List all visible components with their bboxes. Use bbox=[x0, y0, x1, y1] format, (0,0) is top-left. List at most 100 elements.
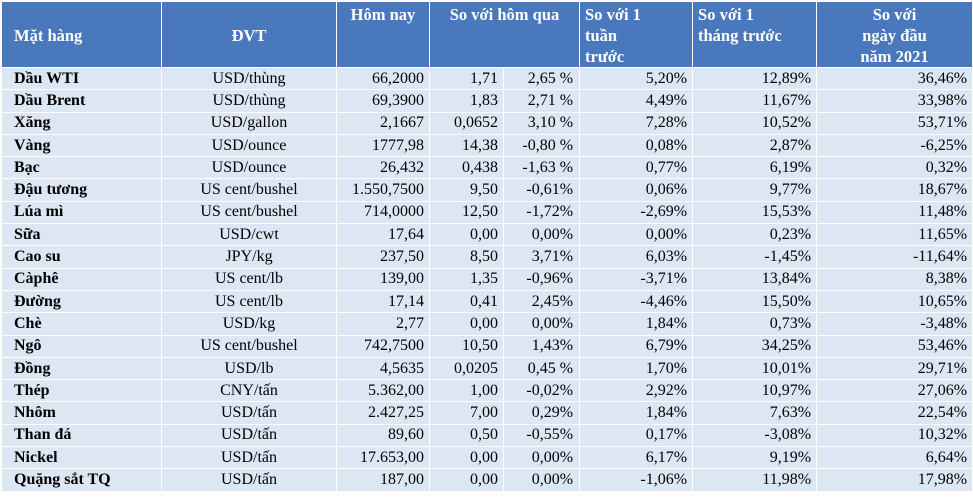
change-vs-yesterday: 14,38 bbox=[429, 133, 504, 158]
change-vs-month: 0,73% bbox=[692, 312, 818, 336]
change-vs-month: 6,19% bbox=[692, 156, 818, 180]
change-vs-month: 7,63% bbox=[692, 401, 818, 425]
change-vs-week: -2,69% bbox=[579, 200, 694, 225]
unit-cell: USD/lb bbox=[161, 356, 337, 381]
change-vs-week: 2,92% bbox=[579, 379, 694, 403]
today-price: 742,7500 bbox=[336, 334, 430, 358]
commodity-name: Quặng sắt TQ bbox=[1, 468, 162, 492]
change-vs-year-start: 6,64% bbox=[816, 446, 973, 470]
change-pct-vs-yesterday: -1,72% bbox=[502, 200, 581, 225]
today-price: 2.427,25 bbox=[336, 401, 430, 425]
change-vs-year-start: 8,38% bbox=[816, 267, 973, 291]
change-vs-week: 1,70% bbox=[579, 356, 694, 381]
change-vs-yesterday: 7,00 bbox=[429, 401, 504, 425]
commodity-name: Càphê bbox=[1, 267, 162, 291]
change-vs-week: 0,00% bbox=[579, 223, 694, 247]
change-vs-year-start: -3,48% bbox=[816, 312, 973, 336]
change-vs-month: 13,84% bbox=[692, 267, 818, 291]
change-pct-vs-yesterday: 2,71 % bbox=[502, 89, 581, 113]
change-vs-year-start: 18,67% bbox=[816, 178, 973, 202]
change-vs-yesterday: 0,00 bbox=[429, 468, 504, 492]
change-vs-year-start: -6,25% bbox=[816, 133, 973, 158]
header-vs-month: So với 1 tháng trước bbox=[692, 1, 818, 68]
commodity-name: Sữa bbox=[1, 223, 162, 247]
today-price: 2,77 bbox=[336, 312, 430, 336]
commodity-name: Dầu Brent bbox=[1, 89, 162, 113]
today-price: 237,50 bbox=[336, 245, 430, 269]
header-vs-month-line2: tháng trước bbox=[698, 26, 782, 45]
header-vs-week: So với 1 tuần trước bbox=[579, 1, 694, 68]
change-vs-yesterday: 0,00 bbox=[429, 223, 504, 247]
table-row: Thép CNY/tấn 5.362,00 1,00 -0,02% 2,92% 10,97%… bbox=[1, 379, 973, 403]
unit-cell: US cent/lb bbox=[161, 267, 337, 291]
change-vs-yesterday: 1,00 bbox=[429, 379, 504, 403]
change-vs-week: -3,71% bbox=[579, 267, 694, 291]
change-vs-month: -3,08% bbox=[692, 423, 818, 448]
change-vs-week: -4,46% bbox=[579, 289, 694, 314]
unit-cell: USD/thùng bbox=[161, 89, 337, 113]
header-vs-yesterday: So với hôm qua bbox=[428, 1, 581, 68]
change-vs-year-start: 10,32% bbox=[816, 423, 973, 448]
change-pct-vs-yesterday: 3,10 % bbox=[502, 111, 581, 135]
unit-cell: USD/cwt bbox=[161, 223, 337, 247]
change-pct-vs-yesterday: 0,00% bbox=[502, 446, 581, 470]
today-price: 17.653,00 bbox=[336, 446, 430, 470]
change-pct-vs-yesterday: 0,45 % bbox=[502, 356, 581, 381]
header-vs-year-line1: So với bbox=[872, 5, 917, 24]
change-vs-month: 10,52% bbox=[692, 111, 818, 135]
today-price: 69,3900 bbox=[336, 89, 430, 113]
commodity-name: Đường bbox=[1, 289, 162, 314]
table-row: Đậu tương US cent/bushel 1.550,7500 9,50 -0,… bbox=[1, 178, 973, 202]
change-vs-week: 1,84% bbox=[579, 312, 694, 336]
commodity-name: Xăng bbox=[1, 111, 162, 135]
change-vs-week: 6,03% bbox=[579, 245, 694, 269]
change-vs-month: 9,19% bbox=[692, 446, 818, 470]
change-pct-vs-yesterday: 2,45% bbox=[502, 289, 581, 314]
today-price: 89,60 bbox=[336, 423, 430, 448]
table-row: Nhôm USD/tấn 2.427,25 7,00 0,29% 1,84% 7,63% 22… bbox=[1, 401, 973, 425]
change-vs-month: 0,23% bbox=[692, 223, 818, 247]
today-price: 187,00 bbox=[336, 468, 430, 492]
change-vs-month: 10,01% bbox=[692, 356, 818, 381]
change-vs-month: 15,50% bbox=[692, 289, 818, 314]
change-vs-yesterday: 0,0205 bbox=[429, 356, 504, 381]
commodity-name: Lúa mì bbox=[1, 200, 162, 225]
header-vs-year: So với ngày đầu năm 2021 bbox=[816, 1, 973, 68]
table-row: Vàng USD/ounce 1777,98 14,38 -0,80 % 0,08% 2,8… bbox=[1, 133, 973, 158]
unit-cell: CNY/tấn bbox=[161, 379, 337, 403]
change-pct-vs-yesterday: 0,29% bbox=[502, 401, 581, 425]
change-vs-month: 10,97% bbox=[692, 379, 818, 403]
commodity-name: Nhôm bbox=[1, 401, 162, 425]
change-vs-week: 0,17% bbox=[579, 423, 694, 448]
change-vs-week: 0,77% bbox=[579, 156, 694, 180]
change-vs-week: 7,28% bbox=[579, 111, 694, 135]
table-row: Than đá USD/tấn 89,60 0,50 -0,55% 0,17% -3,08%… bbox=[1, 423, 973, 448]
change-vs-yesterday: 9,50 bbox=[429, 178, 504, 202]
unit-cell: US cent/bushel bbox=[161, 334, 337, 358]
change-vs-week: 0,06% bbox=[579, 178, 694, 202]
change-vs-year-start: 33,98% bbox=[816, 89, 973, 113]
change-vs-year-start: 27,06% bbox=[816, 379, 973, 403]
header-vs-year-line2: ngày đầu bbox=[862, 26, 927, 45]
table-row: Quặng sắt TQ USD/tấn 187,00 0,00 0,00% -1,06%… bbox=[1, 468, 973, 492]
header-vs-week-line1: So với 1 bbox=[585, 5, 641, 24]
change-vs-yesterday: 1,71 bbox=[429, 66, 504, 91]
change-vs-month: -1,45% bbox=[692, 245, 818, 269]
today-price: 139,00 bbox=[336, 267, 430, 291]
today-price: 1777,98 bbox=[336, 133, 430, 158]
commodity-name: Bạc bbox=[1, 156, 162, 180]
change-vs-month: 11,67% bbox=[692, 89, 818, 113]
unit-cell: US cent/bushel bbox=[161, 200, 337, 225]
change-pct-vs-yesterday: -0,61% bbox=[502, 178, 581, 202]
change-vs-month: 12,89% bbox=[692, 66, 818, 91]
change-pct-vs-yesterday: 0,00% bbox=[502, 312, 581, 336]
change-vs-yesterday: 0,0652 bbox=[429, 111, 504, 135]
change-vs-yesterday: 12,50 bbox=[429, 200, 504, 225]
header-vs-year-line3: năm 2021 bbox=[860, 47, 929, 66]
commodity-name: Than đá bbox=[1, 423, 162, 448]
unit-cell: USD/kg bbox=[161, 312, 337, 336]
commodity-name: Chè bbox=[1, 312, 162, 336]
change-vs-yesterday: 1,83 bbox=[429, 89, 504, 113]
table-row: Nickel USD/tấn 17.653,00 0,00 0,00% 6,17% 9,19… bbox=[1, 446, 973, 470]
